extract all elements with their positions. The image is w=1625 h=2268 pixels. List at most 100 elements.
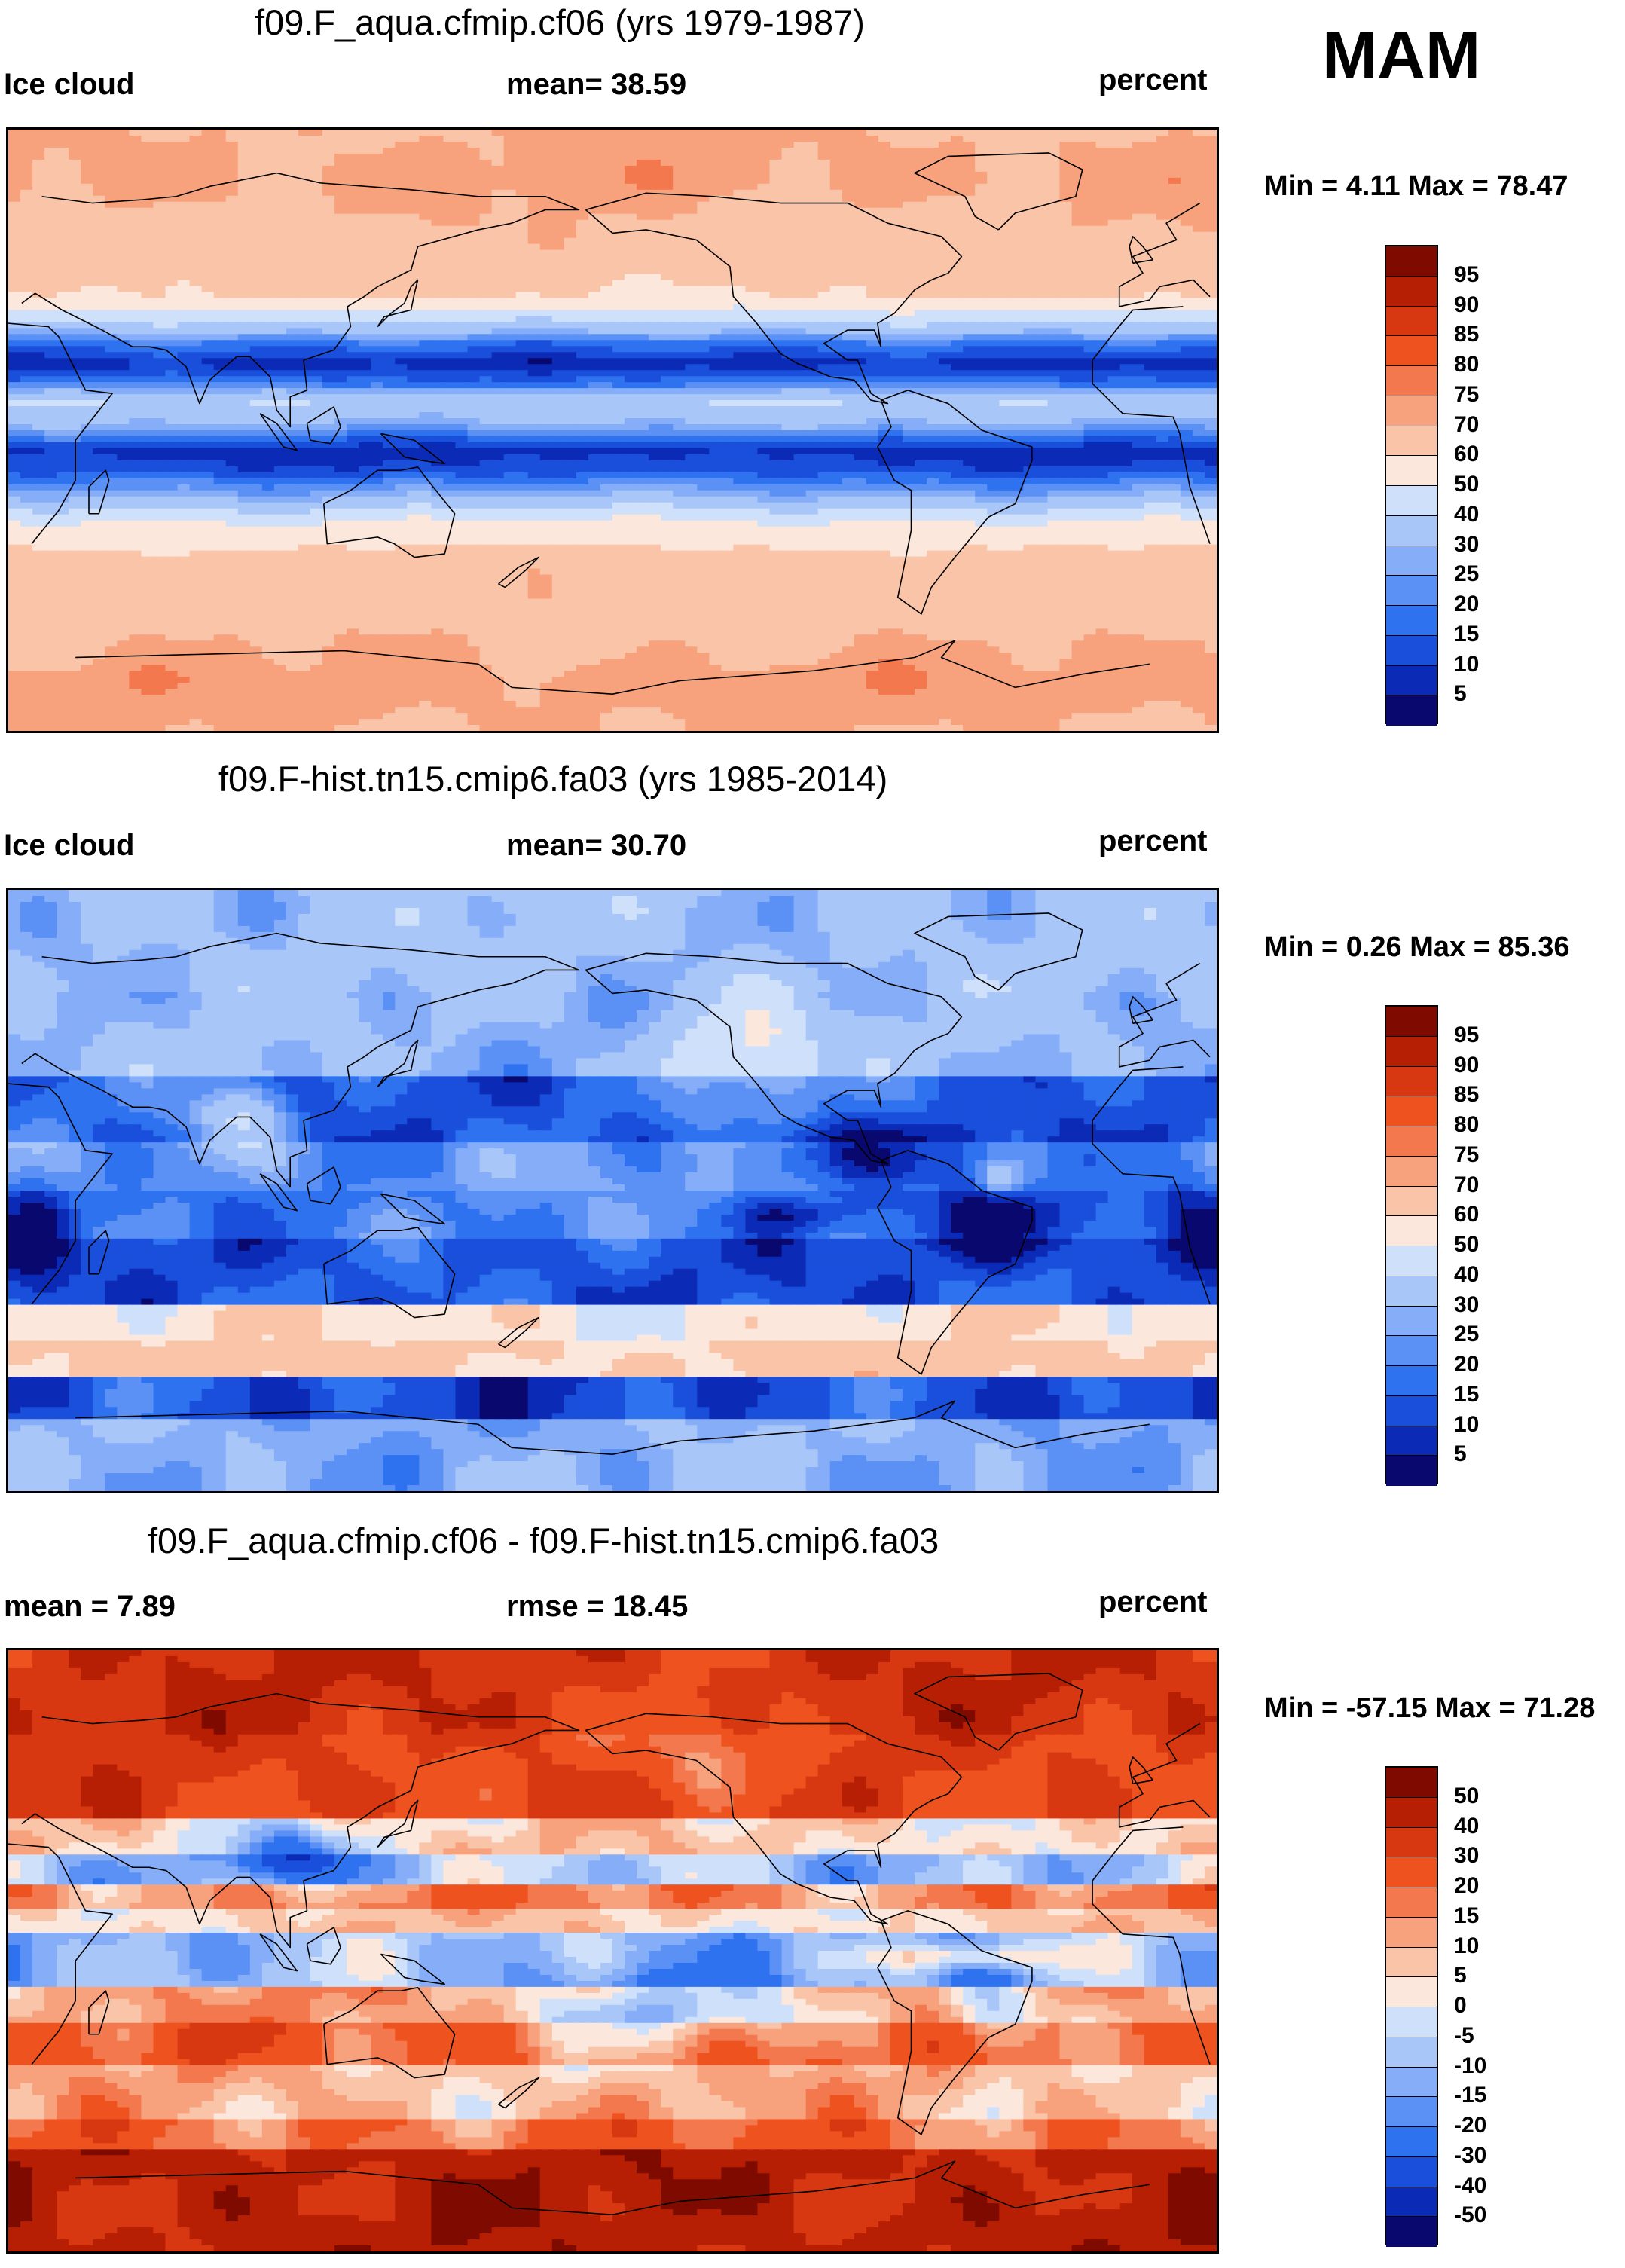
field-cell — [32, 388, 46, 396]
field-cell — [612, 141, 626, 148]
field-cell — [781, 280, 795, 287]
field-cell — [1107, 400, 1121, 408]
field-cell — [539, 388, 553, 396]
field-cell — [322, 201, 336, 209]
field-cell — [431, 382, 444, 390]
field-cell — [805, 418, 819, 425]
field-cell — [915, 322, 928, 329]
field-cell — [1132, 195, 1145, 203]
field-cell — [1132, 370, 1145, 377]
field-cell — [817, 231, 831, 239]
field-cell — [1168, 130, 1181, 136]
field-cell — [661, 298, 674, 305]
field-cell — [213, 304, 227, 311]
field-cell — [1144, 304, 1157, 311]
field-cell — [431, 406, 444, 414]
field-cell — [153, 159, 166, 167]
field-cell — [685, 394, 698, 402]
field-cell — [117, 237, 130, 245]
field-cell — [225, 400, 239, 408]
field-cell — [117, 207, 130, 215]
field-cell — [769, 424, 783, 431]
field-cell — [551, 255, 565, 263]
field-cell — [745, 400, 759, 408]
field-cell — [649, 304, 662, 311]
field-cell — [1180, 189, 1193, 197]
field-cell — [213, 328, 227, 335]
field-cell — [334, 358, 348, 365]
field-cell — [939, 328, 952, 335]
field-cell — [890, 261, 903, 269]
field-cell — [467, 304, 481, 311]
field-cell — [153, 237, 166, 245]
field-cell — [915, 358, 928, 365]
field-cell — [153, 364, 166, 371]
field-cell — [286, 153, 299, 160]
field-cell — [359, 364, 372, 371]
field-cell — [1168, 400, 1181, 408]
field-cell — [999, 418, 1013, 425]
field-cell — [1119, 382, 1133, 390]
field-cell — [890, 130, 903, 136]
field-cell — [829, 225, 843, 233]
field-cell — [1023, 406, 1037, 414]
field-cell — [32, 412, 46, 419]
field-cell — [44, 418, 58, 425]
field-cell — [165, 382, 179, 390]
field-cell — [1071, 334, 1085, 341]
field-cell — [443, 292, 457, 299]
field-cell — [963, 388, 976, 396]
field-cell — [419, 255, 432, 263]
field-cell — [625, 165, 638, 173]
field-cell — [395, 316, 408, 323]
field-cell — [32, 255, 46, 263]
field-cell — [347, 316, 360, 323]
field-cell — [551, 237, 565, 245]
field-cell — [57, 286, 70, 293]
field-cell — [225, 141, 239, 148]
field-cell — [1059, 322, 1073, 329]
field-cell — [383, 370, 396, 377]
field-cell — [661, 370, 674, 377]
field-cell — [1071, 400, 1085, 408]
field-cell — [829, 261, 843, 269]
field-cell — [1059, 382, 1073, 390]
field-cell — [733, 316, 747, 323]
field-cell — [697, 274, 710, 281]
field-cell — [491, 130, 505, 136]
field-cell — [201, 237, 215, 245]
field-cell — [721, 286, 735, 293]
field-cell — [649, 243, 662, 251]
field-cell — [975, 147, 988, 154]
field-cell — [1095, 424, 1109, 431]
field-cell — [781, 189, 795, 197]
field-cell — [383, 364, 396, 371]
field-cell — [697, 147, 710, 154]
field-cell — [637, 310, 650, 317]
field-cell — [999, 358, 1013, 365]
field-cell — [733, 201, 747, 209]
field-cell — [685, 358, 698, 365]
field-cell — [383, 328, 396, 335]
field-cell — [322, 298, 336, 305]
field-cell — [407, 310, 420, 317]
field-cell — [273, 249, 287, 257]
field-cell — [177, 400, 191, 408]
field-cell — [129, 280, 142, 287]
field-cell — [371, 388, 384, 396]
field-cell — [1023, 267, 1037, 275]
field-cell — [20, 334, 34, 341]
field-cell — [817, 364, 831, 371]
field-cell — [117, 382, 130, 390]
field-cell — [81, 165, 94, 173]
field-cell — [165, 304, 179, 311]
field-cell — [20, 310, 34, 317]
field-cell — [625, 298, 638, 305]
field-cell — [527, 189, 541, 197]
field-cell — [57, 316, 70, 323]
field-cell — [407, 249, 420, 257]
field-cell — [298, 334, 311, 341]
field-cell — [915, 334, 928, 341]
field-cell — [890, 382, 903, 390]
field-cell — [1095, 201, 1109, 209]
